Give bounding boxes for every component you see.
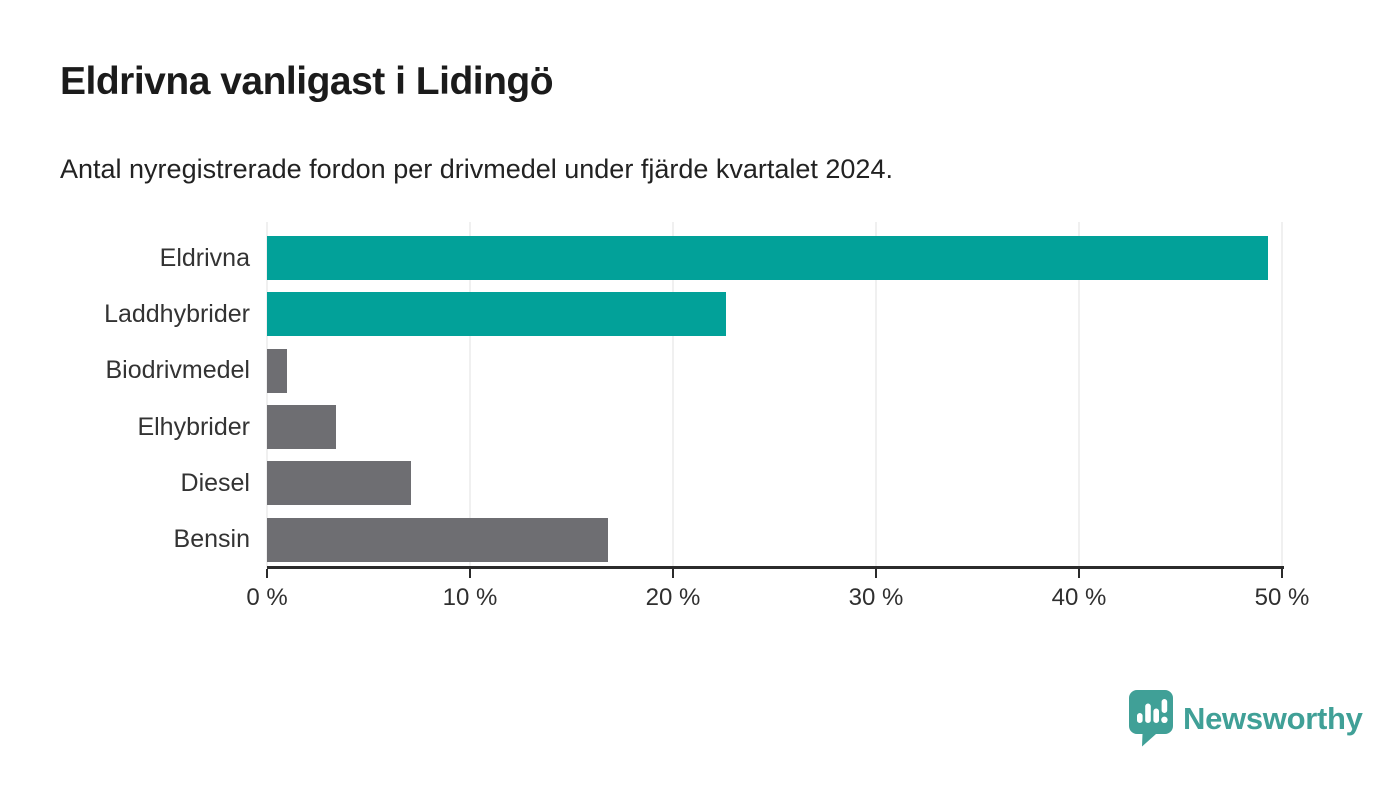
bar-row: Bensin bbox=[174, 512, 1282, 568]
bar-laddhybrider bbox=[267, 292, 726, 337]
newsworthy-logo: Newsworthy bbox=[1129, 690, 1363, 747]
bar-row: Eldrivna bbox=[160, 230, 1282, 286]
category-label-laddhybrider: Laddhybrider bbox=[104, 299, 250, 328]
bar-row: Biodrivmedel bbox=[105, 343, 1282, 399]
x-axis-tick bbox=[672, 569, 674, 578]
gridline bbox=[1281, 222, 1283, 568]
category-label-bensin: Bensin bbox=[173, 525, 250, 554]
gridline bbox=[1078, 222, 1080, 568]
x-axis-tick bbox=[266, 569, 268, 578]
category-label-biodrivmedel: Biodrivmedel bbox=[105, 356, 250, 385]
x-axis-tick-label: 40 % bbox=[1051, 584, 1107, 611]
bar-chart-speech-bubble-icon bbox=[1129, 690, 1173, 747]
x-axis-tick-label: 0 % bbox=[246, 584, 288, 611]
bar-eldrivna bbox=[267, 236, 1268, 281]
x-axis-tick bbox=[875, 569, 877, 578]
category-label-elhybrider: Elhybrider bbox=[137, 412, 250, 441]
gridline bbox=[672, 222, 674, 568]
category-label-eldrivna: Eldrivna bbox=[159, 243, 250, 272]
bar-row: Diesel bbox=[181, 455, 1282, 511]
bar-row: Laddhybrider bbox=[104, 286, 1282, 342]
plot-area: Eldrivna Laddhybrider Biodrivmedel Elhybrid… bbox=[104, 222, 1309, 611]
x-axis-tick-label: 30 % bbox=[848, 584, 904, 611]
gridline bbox=[469, 222, 471, 568]
bar-biodrivmedel bbox=[267, 348, 288, 393]
bar-elhybrider bbox=[267, 405, 337, 450]
gridline bbox=[266, 222, 268, 568]
x-axis-tick-label: 20 % bbox=[645, 584, 701, 611]
x-axis-tick bbox=[469, 569, 471, 578]
bar-bensin bbox=[267, 517, 609, 562]
category-label-diesel: Diesel bbox=[180, 468, 250, 497]
x-axis-line bbox=[267, 566, 1284, 569]
x-axis-tick bbox=[1078, 569, 1080, 578]
gridline bbox=[875, 222, 877, 568]
x-axis-tick-label: 10 % bbox=[442, 584, 498, 611]
chart-title: Eldrivna vanligast i Lidingö bbox=[60, 60, 554, 103]
x-axis-tick-label: 50 % bbox=[1254, 584, 1310, 611]
newsworthy-logo-text: Newsworthy bbox=[1183, 700, 1363, 736]
bar-row: Elhybrider bbox=[137, 399, 1282, 455]
chart-subtitle: Antal nyregistrerade fordon per drivmede… bbox=[60, 154, 893, 184]
bar-rows: Eldrivna Laddhybrider Biodrivmedel Elhybrid… bbox=[104, 230, 1282, 568]
x-axis-tick bbox=[1281, 569, 1283, 578]
bar-diesel bbox=[267, 461, 412, 506]
